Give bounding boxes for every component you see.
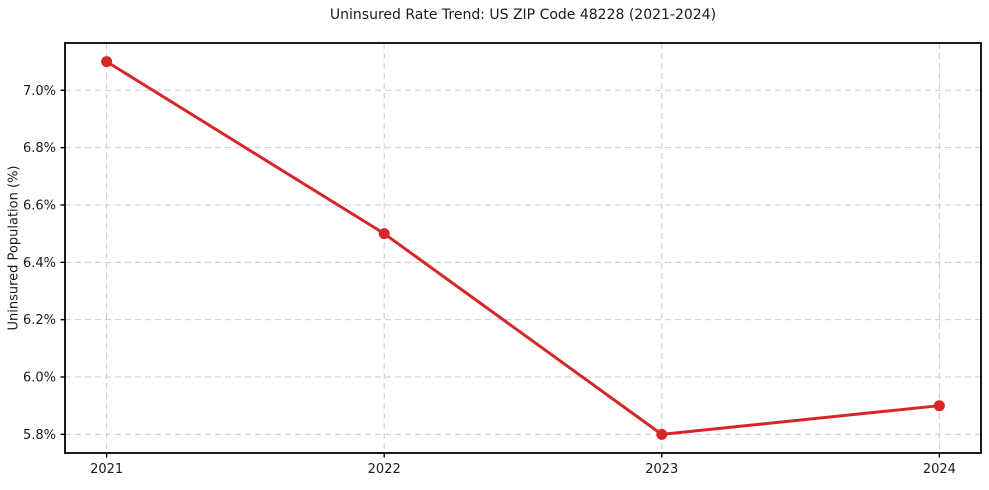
plot-frame — [64, 42, 982, 454]
y-tick-label: 6.0% — [23, 371, 56, 386]
y-tick-label: 6.2% — [23, 313, 56, 328]
y-tick-label: 7.0% — [23, 84, 56, 99]
trend-line — [105, 60, 941, 436]
x-tick-label: 2024 — [923, 462, 956, 477]
y-tick-label: 5.8% — [23, 428, 56, 443]
data-point — [378, 228, 390, 240]
y-tick-label: 6.8% — [23, 141, 56, 156]
y-tick-label: 6.4% — [23, 256, 56, 271]
data-point — [101, 56, 113, 68]
x-tick-label: 2023 — [645, 462, 678, 477]
data-point — [656, 428, 668, 440]
y-tick-label: 6.6% — [23, 198, 56, 213]
x-tick-label: 2021 — [90, 462, 123, 477]
chart-title: Uninsured Rate Trend: US ZIP Code 48228 … — [329, 7, 717, 23]
data-point — [933, 400, 945, 412]
x-tick-label: 2022 — [368, 462, 401, 477]
